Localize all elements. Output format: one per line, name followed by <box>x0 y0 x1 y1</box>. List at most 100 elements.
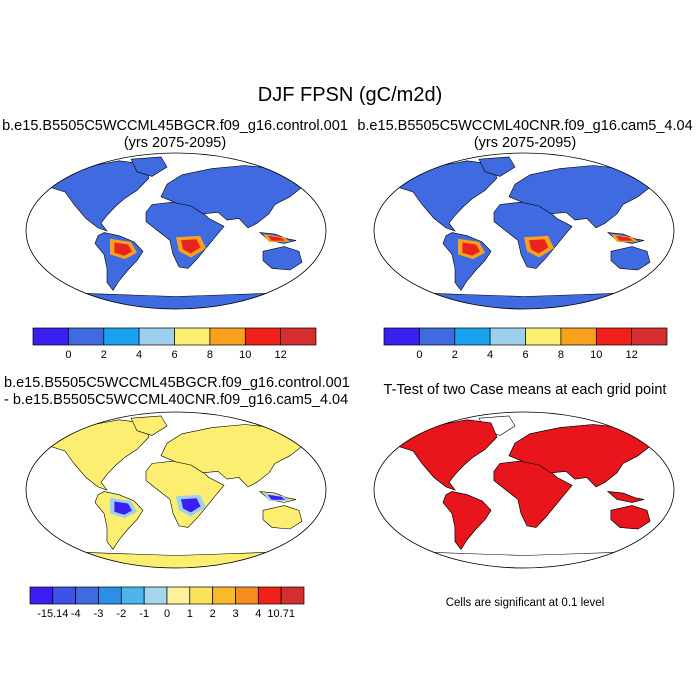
tropical-hot-2 <box>267 494 286 500</box>
colorbar-tick-label: -3 <box>94 608 104 620</box>
tropical-hot-1 <box>181 498 201 513</box>
landmass-australia <box>262 246 303 271</box>
colorbar-tick-label: 10 <box>239 349 251 361</box>
panel-title-top-left-line2: (yrs 2075-2095) <box>123 135 227 151</box>
colorbar-swatch <box>209 327 246 346</box>
colorbar-tick-label: 0 <box>416 349 422 361</box>
significant-australia <box>610 505 651 530</box>
panel-title-top-right: b.e15.B5505C5WCCML40CNR.f09_g16.cam5_4.0… <box>350 118 700 152</box>
landmass-eurasia <box>160 165 303 229</box>
colorbar-swatch <box>29 586 54 605</box>
landmass-eurasia <box>508 165 651 229</box>
colorbar-swatch <box>98 586 122 605</box>
colorbar-tick-label: 10 <box>590 349 602 361</box>
colorbar-swatch <box>489 327 526 346</box>
panel-title-bottom-right: T-Test of two Case means at each grid po… <box>383 382 667 398</box>
colorbar-tick-label: 1 <box>187 608 193 620</box>
map-border-br <box>373 411 675 569</box>
significance-footnote: Cells are significant at 0.1 level <box>445 597 605 609</box>
colorbar-tick-label: 12 <box>625 349 637 361</box>
colorbar-tick-label: -1 <box>139 608 149 620</box>
colorbar-swatch <box>75 586 99 605</box>
map-border-tl <box>25 152 327 310</box>
colorbar-tick-label: -15.14 <box>37 608 68 620</box>
colorbar-swatch <box>280 586 305 605</box>
colorbar-tick-label: 0 <box>65 349 71 361</box>
colorbar-tick-label: 6 <box>171 349 177 361</box>
colorbar-tick-label: -2 <box>116 608 126 620</box>
landmass-antarctica <box>394 552 654 568</box>
map-br <box>391 415 654 568</box>
landmass-greenland <box>130 415 168 436</box>
tropical-hot-1 <box>181 239 201 254</box>
colorbar-swatch <box>244 327 282 346</box>
colorbar-swatch <box>138 327 175 346</box>
colorbar-swatch <box>174 327 211 346</box>
tropical-hot-2 <box>267 235 286 241</box>
colorbar-top-left: 0 2 4 6 8 10 12 <box>32 327 317 361</box>
colorbar-tick-label: 3 <box>232 608 238 620</box>
landmass-namerica <box>43 160 150 232</box>
maps-layer <box>25 152 675 569</box>
panel-title-bottom-left-line1: b.e15.B5505C5WCCML45BGCR.f09_g16.control… <box>4 375 350 391</box>
panel-title-top-right-line1: b.e15.B5505C5WCCML40CNR.f09_g16.cam5_4.0… <box>357 118 693 134</box>
colorbar-swatch <box>595 327 633 346</box>
colorbar-tick-label: 4 <box>255 608 261 620</box>
colorbar-swatch <box>52 586 76 605</box>
landmass-antarctica <box>46 293 306 309</box>
landmass-antarctica <box>46 552 306 568</box>
tropical-hot-1 <box>529 239 549 254</box>
map-bl <box>43 415 306 568</box>
landmass-australia <box>262 505 303 530</box>
tropical-hot-0 <box>114 501 132 515</box>
tropical-hot-0 <box>114 242 132 256</box>
colorbar-tick-label: 0 <box>164 608 170 620</box>
panel-title-top-right-line2: (yrs 2075-2095) <box>473 135 577 151</box>
colorbar-swatch <box>235 586 259 605</box>
colorbar-swatch <box>419 327 456 346</box>
panel-title-bottom-left: b.e15.B5505C5WCCML45BGCR.f09_g16.control… <box>4 375 350 409</box>
colorbar-swatch <box>68 327 105 346</box>
colorbar-swatch <box>103 327 140 346</box>
colorbar-tick-label: 10.71 <box>267 608 295 620</box>
significant-eurasia <box>508 424 651 488</box>
panel-title-top-left-line1: b.e15.B5505C5WCCML45BGCR.f09_g16.control… <box>2 118 348 134</box>
colorbar-tick-label: 2 <box>101 349 107 361</box>
colorbar-top-right: 0 2 4 6 8 10 12 <box>383 327 668 361</box>
significant-seasia <box>607 491 645 503</box>
landmass-greenland <box>478 156 516 177</box>
landmass-namerica <box>43 419 150 491</box>
colorbar-swatch <box>166 586 191 605</box>
colorbar-bottom-left: -15.14 -4 -3 -2 -1 0 1 2 3 4 10.71 <box>29 586 305 620</box>
colorbar-swatch <box>280 327 317 346</box>
landmass-antarctica <box>394 293 654 309</box>
colorbar-tick-label: -4 <box>71 608 81 620</box>
colorbar-swatch <box>212 586 236 605</box>
landmass-greenland <box>130 156 168 177</box>
figure-title: DJF FPSN (gC/m2d) <box>257 84 443 106</box>
colorbar-tick-label: 4 <box>487 349 493 361</box>
colorbar-swatch <box>631 327 668 346</box>
tropical-hot-0 <box>462 242 480 256</box>
colorbars-layer: 0 2 4 6 8 10 12 0 2 4 6 8 10 12-15.14 -4 -3 -2 -1 0 1 2 3 4 10.… <box>29 327 668 620</box>
colorbar-tick-label: 6 <box>522 349 528 361</box>
colorbar-swatch <box>454 327 491 346</box>
tropical-hot-2 <box>615 235 634 241</box>
map-border-tr <box>373 152 675 310</box>
panel-title-top-left: b.e15.B5505C5WCCML45BGCR.f09_g16.control… <box>0 118 350 152</box>
map-border-bl <box>25 411 327 569</box>
significant-namerica <box>391 419 498 491</box>
colorbar-tick-label: 12 <box>274 349 286 361</box>
colorbar-tick-label: 2 <box>210 608 216 620</box>
landmass-australia <box>610 246 651 271</box>
significant-samerica <box>442 491 492 550</box>
colorbar-swatch <box>189 586 213 605</box>
colorbar-tick-label: 2 <box>452 349 458 361</box>
map-tl <box>43 156 306 309</box>
colorbar-tick-label: 8 <box>558 349 564 361</box>
landmass-eurasia <box>160 424 303 488</box>
colorbar-tick-label: 4 <box>136 349 142 361</box>
colorbar-swatch <box>32 327 69 346</box>
colorbar-swatch <box>383 327 420 346</box>
